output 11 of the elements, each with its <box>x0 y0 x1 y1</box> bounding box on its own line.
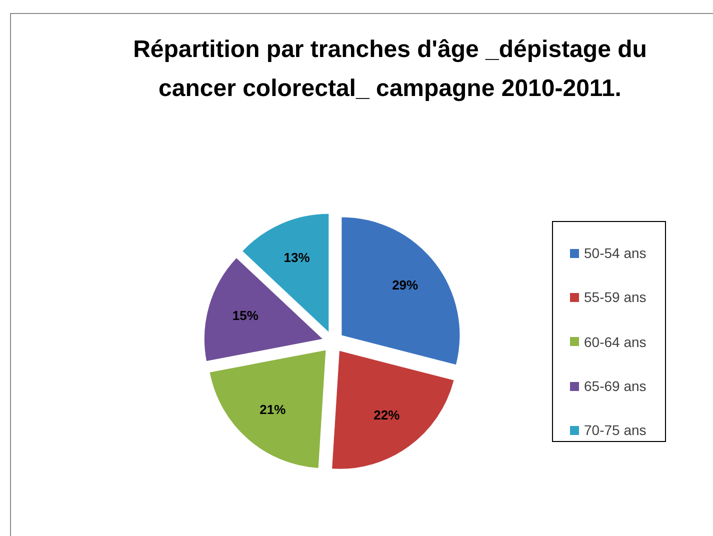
data-label: 22% <box>374 407 400 422</box>
data-label: 29% <box>392 278 419 293</box>
data-label: 13% <box>284 250 310 265</box>
legend-label: 50-54 ans <box>584 245 646 262</box>
data-label: 15% <box>232 308 259 324</box>
legend-label: 60-64 ans <box>584 334 646 350</box>
legend-label: 65-69 ans <box>584 378 646 394</box>
legend-label: 55-59 ans <box>584 289 646 306</box>
chart-title: Répartition par tranches d'âge _dépistage du cancer colorectal_ campagne 2010-2011. <box>132 35 648 104</box>
data-label: 21% <box>260 402 286 418</box>
legend-label: 70-75 ans <box>584 422 646 438</box>
